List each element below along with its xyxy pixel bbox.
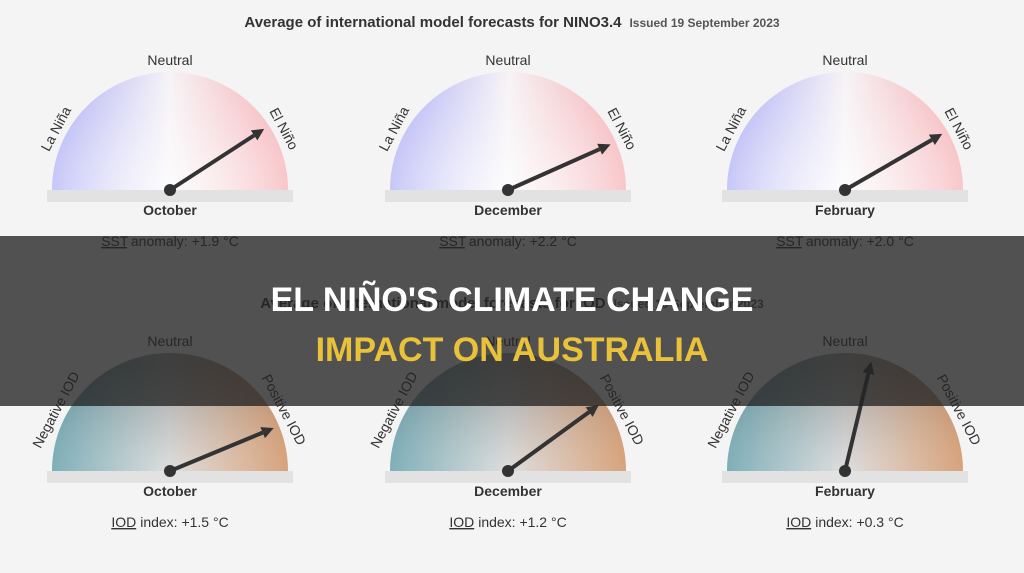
reading-label: IOD index: +1.2 °C <box>449 514 566 530</box>
reading-label: IOD index: +1.5 °C <box>111 514 228 530</box>
needle-pivot <box>164 465 176 477</box>
month-label: December <box>474 202 542 218</box>
gauge-needle <box>169 430 264 473</box>
month-label: February <box>815 483 875 499</box>
centre-label: Neutral <box>147 52 192 68</box>
banner-line-2: IMPACT ON AUSTRALIA <box>316 331 709 369</box>
centre-label: Neutral <box>485 52 530 68</box>
month-label: December <box>474 483 542 499</box>
needle-head <box>585 404 599 417</box>
month-label: October <box>143 202 197 218</box>
reading-value: index: +1.2 °C <box>478 514 566 530</box>
reading-value: index: +1.5 °C <box>140 514 228 530</box>
needle-head <box>250 128 265 141</box>
needle-pivot <box>502 184 514 196</box>
centre-label: Neutral <box>822 52 867 68</box>
issued-date: Issued 19 September 2023 <box>629 16 779 30</box>
month-label: February <box>815 202 875 218</box>
banner-line-1: EL NIÑO'S CLIMATE CHANGE <box>271 281 754 319</box>
needle-pivot <box>164 184 176 196</box>
reading-abbr: IOD <box>786 514 811 530</box>
gauge-needle <box>844 138 933 192</box>
needle-head <box>928 133 943 146</box>
gauge-needle <box>506 410 591 473</box>
needle-pivot <box>839 184 851 196</box>
reading-abbr: IOD <box>449 514 474 530</box>
gauge-needle <box>168 133 256 192</box>
gauge-shade <box>52 72 288 190</box>
gauge-shade <box>390 72 626 190</box>
reading-value: index: +0.3 °C <box>815 514 903 530</box>
reading-abbr: IOD <box>111 514 136 530</box>
needle-head <box>260 427 274 439</box>
gauge-shade <box>727 72 963 190</box>
title-text: Average of international model forecasts… <box>244 14 622 31</box>
banner <box>0 236 1024 406</box>
needle-pivot <box>839 465 851 477</box>
section-title: Average of international model forecasts… <box>244 14 779 31</box>
needle-head <box>597 143 611 155</box>
reading-label: IOD index: +0.3 °C <box>786 514 903 530</box>
needle-pivot <box>502 465 514 477</box>
gauge-needle <box>507 147 601 192</box>
month-label: October <box>143 483 197 499</box>
